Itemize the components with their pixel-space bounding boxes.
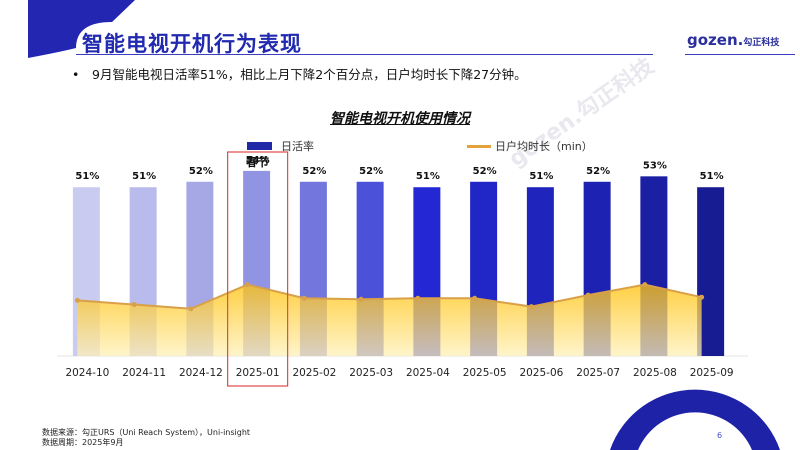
x-tick-label: 2025-04	[406, 367, 450, 379]
x-tick-label: 2024-12	[179, 367, 223, 379]
duration-area	[77, 284, 702, 356]
x-tick-label: 2024-11	[122, 367, 166, 379]
holiday-annotation: 春节	[246, 155, 269, 169]
x-tick-label: 2025-08	[633, 367, 677, 379]
period-line: 数据周期：2025年9月	[42, 438, 124, 447]
holiday-highlight-box	[227, 151, 289, 387]
legend-bar-label: 日活率	[281, 140, 314, 153]
chart-title: 智能电视开机使用情况	[330, 111, 470, 127]
bar-label: 51%	[416, 171, 440, 182]
x-tick-label: 2025-05	[463, 367, 507, 379]
bar-label: 52%	[302, 166, 326, 177]
duration-line	[77, 283, 702, 310]
x-tick-label: 2025-07	[576, 367, 620, 379]
bar-label: 52%	[359, 166, 383, 177]
duration-point-2025-02	[301, 295, 307, 301]
data-source: 数据来源：勾正URS（Uni Reach System），Uni-insight…	[42, 428, 250, 448]
x-tick-label: 2025-01	[236, 367, 280, 379]
bar-label: 51%	[529, 171, 553, 182]
bar-label: 54%	[246, 155, 270, 166]
summary-bullet: • 9月智能电视日活率51%，相比上月下降2个百分点，日户均时长下降27分钟。	[72, 64, 527, 83]
page-number: 6	[717, 431, 723, 440]
duration-point-2025-04	[415, 295, 421, 301]
bar-label: 53%	[643, 160, 667, 171]
company-logo: gozen.勾正科技	[687, 31, 779, 49]
duration-point-2025-09	[699, 294, 705, 300]
duration-point-2025-07	[585, 292, 591, 298]
duration-point-2025-05	[472, 295, 478, 301]
logo-underline	[685, 54, 795, 55]
summary-text: 9月智能电视日活率51%，相比上月下降2个百分点，日户均时长下降27分钟。	[92, 67, 527, 82]
logo-text: gozen.	[687, 31, 744, 49]
legend-line-swatch	[467, 145, 491, 148]
legend-line-label: 日户均时长（min）	[495, 140, 593, 153]
x-tick-label: 2025-02	[292, 367, 336, 379]
bar-label: 52%	[473, 166, 497, 177]
x-tick-label: 2025-03	[349, 367, 393, 379]
bar-label: 51%	[132, 171, 156, 182]
bar-label: 51%	[75, 171, 99, 182]
duration-point-2025-08	[642, 282, 648, 288]
page-title: 智能电视开机行为表现	[82, 32, 302, 56]
duration-point-2024-12	[188, 306, 194, 312]
duration-point-2024-10	[74, 297, 80, 303]
title-bar: 智能电视开机行为表现	[78, 24, 798, 56]
bullet-dot: •	[72, 67, 80, 82]
duration-point-2025-06	[528, 304, 534, 310]
x-tick-label: 2025-09	[690, 367, 734, 379]
legend-bar-swatch	[247, 142, 272, 150]
duration-point-2025-03	[358, 296, 364, 302]
source-line: 数据来源：勾正URS（Uni Reach System），Uni-insight	[42, 428, 251, 437]
logo-cn: 勾正科技	[743, 38, 780, 48]
x-tick-label: 2025-06	[519, 367, 563, 379]
title-underline	[76, 54, 653, 55]
duration-point-2024-11	[131, 302, 137, 308]
x-tick-label: 2024-10	[65, 367, 109, 379]
duration-point-2025-01	[245, 282, 251, 288]
bar-label: 52%	[189, 166, 213, 177]
bar-label: 51%	[700, 171, 724, 182]
bar-label: 52%	[586, 166, 610, 177]
